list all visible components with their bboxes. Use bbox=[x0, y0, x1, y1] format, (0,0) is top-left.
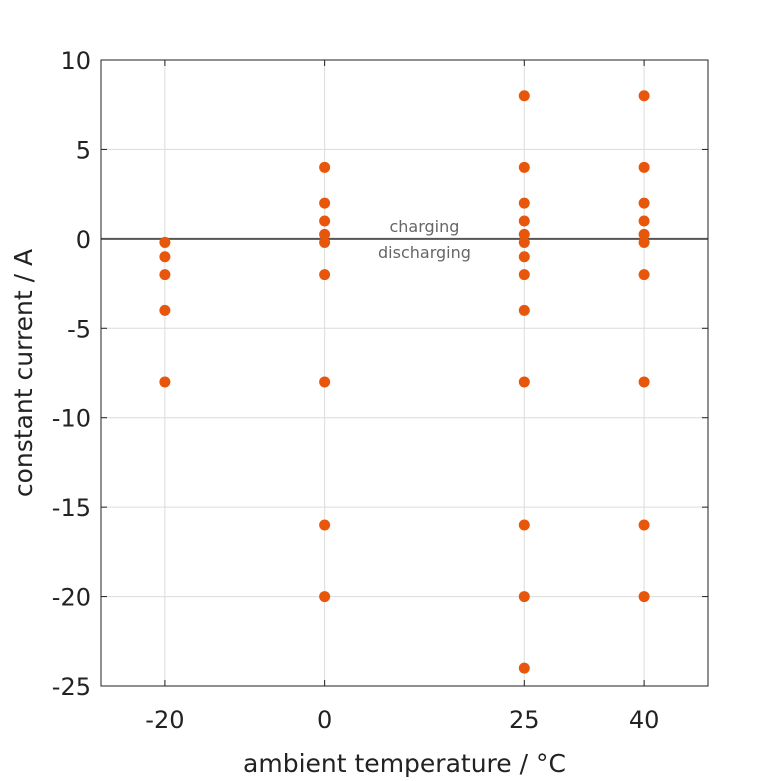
x-tick-label: 25 bbox=[509, 706, 540, 734]
data-point bbox=[518, 662, 530, 674]
data-point bbox=[638, 228, 650, 240]
charging-annotation: charging bbox=[389, 217, 459, 236]
data-point bbox=[638, 519, 650, 531]
y-tick-label: -25 bbox=[52, 673, 91, 701]
data-point bbox=[319, 215, 331, 227]
data-point bbox=[319, 269, 331, 281]
data-point bbox=[159, 376, 171, 388]
data-points bbox=[159, 90, 650, 674]
data-point bbox=[518, 519, 530, 531]
data-point bbox=[319, 161, 331, 173]
data-point bbox=[319, 519, 331, 531]
y-tick-label: 10 bbox=[60, 47, 91, 75]
data-point bbox=[518, 90, 530, 102]
data-point bbox=[159, 236, 171, 248]
y-tick-labels: 10 5 0 -5 -10 -15 -20 -25 bbox=[52, 47, 91, 701]
y-tick-label: 0 bbox=[76, 226, 91, 254]
data-point bbox=[159, 304, 171, 316]
y-tick-label: 5 bbox=[76, 136, 91, 164]
data-point bbox=[319, 376, 331, 388]
data-point bbox=[638, 197, 650, 209]
y-tick-label: -10 bbox=[52, 405, 91, 433]
data-point bbox=[638, 90, 650, 102]
data-point bbox=[159, 251, 171, 263]
data-point bbox=[638, 376, 650, 388]
data-point bbox=[159, 269, 171, 281]
y-tick-label: -15 bbox=[52, 494, 91, 522]
x-tick-labels: -20 0 25 40 bbox=[145, 706, 659, 734]
y-axis-label: constant current / A bbox=[9, 249, 38, 497]
data-point bbox=[518, 197, 530, 209]
y-tick-label: -20 bbox=[52, 584, 91, 612]
plot-frame bbox=[100, 59, 709, 687]
data-point bbox=[319, 591, 331, 603]
data-point bbox=[638, 591, 650, 603]
x-tick-label: -20 bbox=[145, 706, 184, 734]
data-point bbox=[518, 251, 530, 263]
data-point bbox=[319, 197, 331, 209]
data-point bbox=[518, 236, 530, 248]
y-tick-label: -5 bbox=[67, 315, 91, 343]
grid bbox=[101, 59, 708, 687]
data-point bbox=[638, 215, 650, 227]
data-point bbox=[518, 304, 530, 316]
data-point bbox=[518, 161, 530, 173]
discharging-annotation: discharging bbox=[378, 243, 471, 262]
data-point bbox=[518, 228, 530, 240]
data-point bbox=[518, 215, 530, 227]
data-point bbox=[638, 161, 650, 173]
x-tick-label: 40 bbox=[629, 706, 660, 734]
data-point bbox=[638, 236, 650, 248]
data-point bbox=[518, 376, 530, 388]
data-point bbox=[518, 591, 530, 603]
x-tick-label: 0 bbox=[317, 706, 332, 734]
data-point bbox=[518, 269, 530, 281]
data-point bbox=[319, 236, 331, 248]
x-axis-label: ambient temperature / °C bbox=[243, 749, 566, 778]
data-point bbox=[638, 269, 650, 281]
data-point bbox=[319, 228, 331, 240]
